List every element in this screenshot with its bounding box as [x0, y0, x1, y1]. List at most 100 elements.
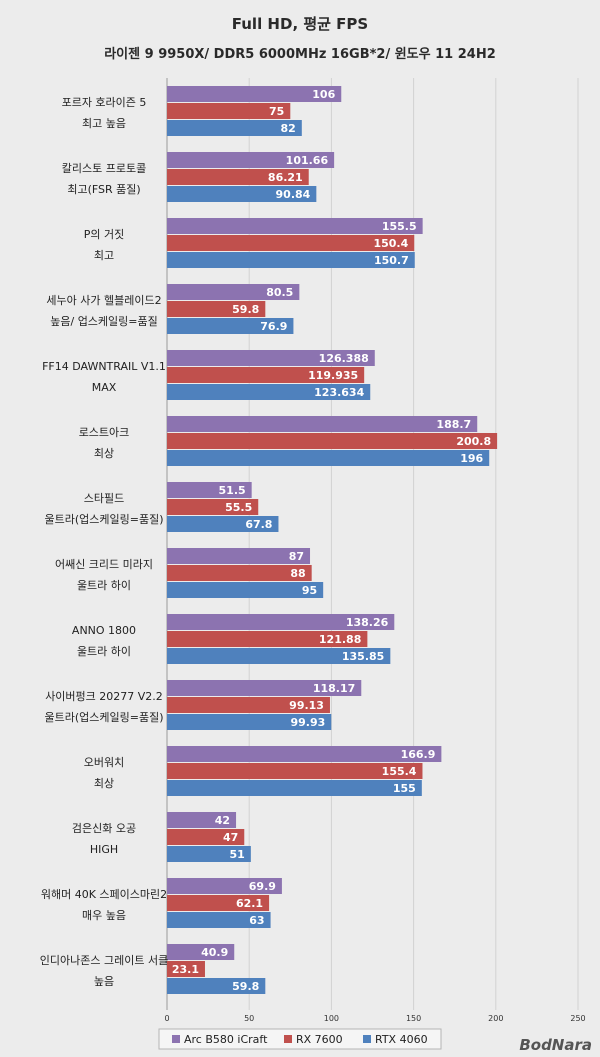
bar-value-label: 51 — [230, 848, 245, 861]
bar — [167, 301, 266, 317]
bar — [167, 763, 423, 779]
category-label-setting: MAX — [92, 381, 117, 394]
bar-value-label: 88 — [290, 567, 305, 580]
category-label-setting: 최고 — [94, 249, 114, 262]
bar — [167, 697, 330, 713]
category-label-name: 사이버펑크 20277 V2.2 — [45, 690, 163, 703]
bar-value-label: 126.388 — [319, 352, 369, 365]
bar-value-label: 188.7 — [436, 418, 471, 431]
bar — [167, 812, 237, 828]
bar-value-label: 42 — [215, 814, 230, 827]
watermark-logo: BodNara — [519, 1036, 592, 1054]
category-label-setting: 매우 높음 — [82, 909, 126, 922]
bar-value-label: 123.634 — [314, 386, 364, 399]
bar — [167, 450, 490, 466]
bar — [167, 433, 498, 449]
x-tick-label: 50 — [244, 1014, 254, 1023]
category-label-name: ANNO 1800 — [72, 624, 136, 637]
category-label-setting: 높음/ 업스케일링=품질 — [50, 314, 158, 328]
bar-value-label: 51.5 — [219, 484, 246, 497]
category-label-name: 인디아나존스 그레이트 서클 — [40, 954, 168, 967]
bar-value-label: 196 — [460, 452, 483, 465]
bar — [167, 86, 342, 102]
category-label-name: 오버워치 — [84, 756, 124, 769]
bar — [167, 548, 311, 564]
bar-value-label: 87 — [289, 550, 304, 563]
bar — [167, 846, 251, 862]
bars: 106 75 82 101.66 86.21 90.84 155.5 150.4 150.7 80… — [167, 86, 498, 994]
x-tick-label: 250 — [570, 1014, 585, 1023]
bar-value-label: 155.5 — [382, 220, 417, 233]
legend-swatch — [284, 1035, 292, 1043]
bar — [167, 516, 279, 532]
bar — [167, 829, 245, 845]
bar-value-label: 47 — [223, 831, 238, 844]
bar — [167, 680, 362, 696]
bar-value-label: 23.1 — [172, 963, 199, 976]
bar-value-label: 99.13 — [289, 699, 324, 712]
bar-value-label: 63 — [249, 914, 264, 927]
category-label-setting: 최상 — [94, 777, 114, 790]
category-label-setting: 최고(FSR 품질) — [67, 183, 140, 196]
category-label-setting: 최고 높음 — [82, 117, 126, 130]
bar-value-label: 101.66 — [286, 154, 329, 167]
x-tick-label: 150 — [406, 1014, 421, 1023]
bar-value-label: 166.9 — [401, 748, 436, 761]
bar-value-label: 40.9 — [201, 946, 228, 959]
bar — [167, 252, 415, 268]
bar — [167, 218, 423, 234]
bar-value-label: 135.85 — [342, 650, 384, 663]
legend-label: Arc B580 iCraft — [184, 1033, 268, 1046]
category-label-name: 어쌔신 크리드 미라지 — [55, 558, 153, 571]
bar-value-label: 82 — [280, 122, 295, 135]
category-label-setting: 울트라(업스케일링=품질) — [45, 512, 164, 526]
x-axis-ticks: 0 50 100 150 200 250 — [164, 1014, 585, 1023]
bar — [167, 152, 335, 168]
bar-value-label: 67.8 — [245, 518, 272, 531]
bar — [167, 384, 371, 400]
bar-value-label: 106 — [312, 88, 335, 101]
x-tick-label: 200 — [488, 1014, 503, 1023]
bar-value-label: 76.9 — [260, 320, 287, 333]
category-label-setting: 울트라 하이 — [77, 578, 131, 592]
category-label-setting: 울트라(업스케일링=품질) — [45, 710, 164, 724]
bar-value-label: 75 — [269, 105, 284, 118]
bar — [167, 780, 422, 796]
bar-value-label: 138.26 — [346, 616, 389, 629]
bar-value-label: 59.8 — [232, 980, 259, 993]
bar-value-label: 95 — [302, 584, 317, 597]
bar — [167, 367, 365, 383]
category-label-name: 스타필드 — [84, 492, 124, 505]
legend: Arc B580 iCraft RX 7600 RTX 4060 — [158, 1028, 442, 1050]
category-label-name: P의 거짓 — [84, 228, 125, 241]
bar — [167, 235, 415, 251]
x-tick-label: 0 — [164, 1014, 169, 1023]
category-label-name: 포르자 호라이즌 5 — [62, 96, 147, 109]
bar — [167, 878, 282, 894]
bar-value-label: 90.84 — [276, 188, 311, 201]
bar — [167, 284, 300, 300]
bar — [167, 169, 309, 185]
bar — [167, 482, 252, 498]
bar-value-label: 119.935 — [308, 369, 358, 382]
legend-swatch — [172, 1035, 180, 1043]
bar — [167, 350, 375, 366]
bar-value-label: 121.88 — [319, 633, 361, 646]
bar-value-label: 150.7 — [374, 254, 409, 267]
category-label-setting: 울트라 하이 — [77, 644, 131, 658]
chart-subtitle: 라이젠 9 9950X/ DDR5 6000MHz 16GB*2/ 윈도우 11… — [104, 46, 496, 62]
bar-value-label: 118.17 — [313, 682, 355, 695]
bar-value-label: 62.1 — [236, 897, 263, 910]
category-label-name: 칼리스토 프로토콜 — [62, 162, 146, 175]
bar — [167, 944, 235, 960]
bar — [167, 186, 317, 202]
category-label-setting: 최상 — [94, 447, 114, 460]
category-label-name: 워해머 40K 스페이스마린2 — [41, 887, 167, 901]
category-label-name: FF14 DAWNTRAIL V1.1 — [42, 360, 166, 373]
bar — [167, 648, 391, 664]
category-label-setting: 높음 — [94, 975, 114, 988]
legend-box — [158, 1028, 442, 1050]
bar — [167, 103, 291, 119]
bar — [167, 912, 271, 928]
